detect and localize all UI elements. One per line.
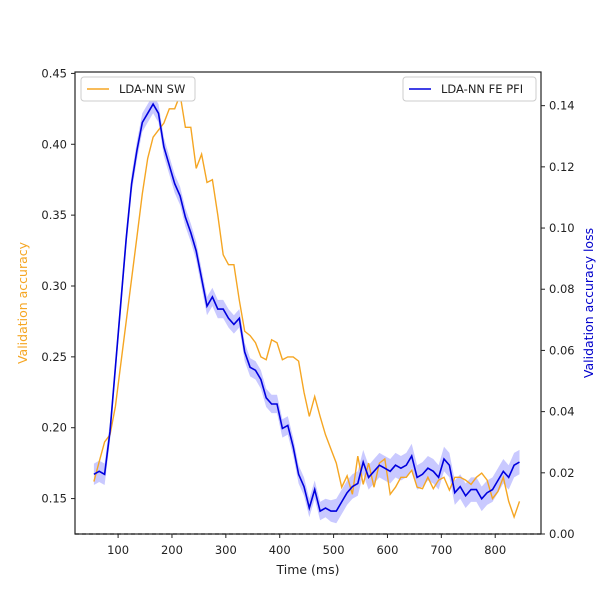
x-tick-label: 400 xyxy=(269,543,291,557)
legend-label: LDA-NN FE PFI xyxy=(441,82,523,96)
x-axis-title: Time (ms) xyxy=(275,562,339,577)
plot-frame xyxy=(74,71,542,535)
right-y-tick-label: 0.14 xyxy=(549,99,575,113)
right-y-tick-label: 0.08 xyxy=(549,282,575,296)
legend-label: LDA-NN SW xyxy=(119,82,185,96)
x-tick-label: 700 xyxy=(430,543,452,557)
left-y-tick-label: 0.40 xyxy=(41,137,67,151)
right-y-tick-label: 0.02 xyxy=(549,466,575,480)
legend-lda-nn-sw: LDA-NN SW xyxy=(80,76,196,102)
series-line-lda-nn-sw xyxy=(93,92,521,520)
x-tick-label: 100 xyxy=(107,543,129,557)
right-y-axis-title: Validation accuracy loss xyxy=(581,228,596,378)
left-y-tick-label: 0.35 xyxy=(41,208,67,222)
right-y-tick-label: 0.04 xyxy=(549,405,575,419)
x-tick-label: 800 xyxy=(484,543,506,557)
plot-area xyxy=(75,92,541,535)
series-line-lda-nn-fe-pfi xyxy=(93,102,520,513)
right-y-tick-label: 0.06 xyxy=(549,343,575,357)
confidence-band-fe-pfi xyxy=(93,94,520,524)
right-y-tick-label: 0.00 xyxy=(549,527,575,541)
left-y-tick-label: 0.30 xyxy=(41,279,67,293)
left-y-tick-label: 0.25 xyxy=(41,350,67,364)
legend-box xyxy=(80,76,196,102)
x-tick-label: 600 xyxy=(376,543,398,557)
left-y-tick-label: 0.20 xyxy=(41,421,67,435)
x-tick-label: 500 xyxy=(323,543,345,557)
right-y-tick-label: 0.12 xyxy=(549,160,575,174)
legend-box xyxy=(402,76,537,102)
left-y-tick-label: 0.45 xyxy=(41,66,67,80)
x-tick-label: 200 xyxy=(161,543,183,557)
legend-lda-nn-fe-pfi: LDA-NN FE PFI xyxy=(402,76,537,102)
left-y-axis-title: Validation accuracy xyxy=(15,241,30,364)
x-tick-label: 300 xyxy=(215,543,237,557)
right-y-tick-label: 0.10 xyxy=(549,221,575,235)
left-y-tick-label: 0.15 xyxy=(41,492,67,506)
